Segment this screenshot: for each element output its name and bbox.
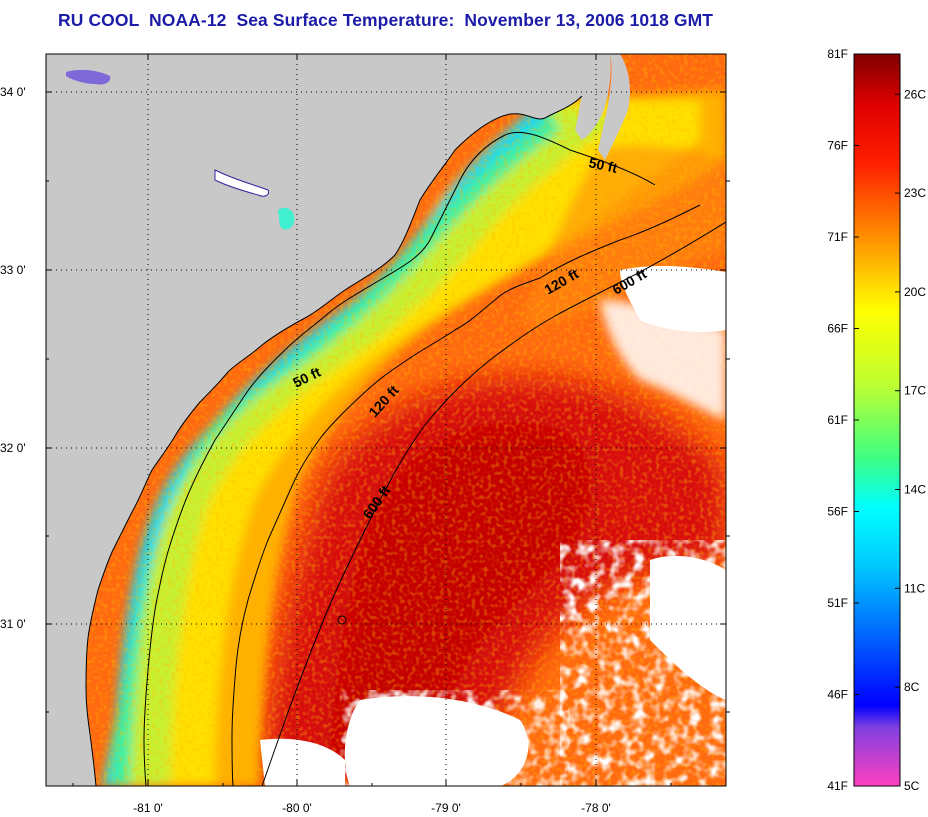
lat-tick-label: 33 0' (0, 263, 26, 277)
colorbar-f-label: 66F (827, 322, 848, 336)
colorbar-c-ticks: 26C 23C 20C 17C 14C 11C 8C 5C (895, 87, 926, 793)
colorbar-f-label: 56F (827, 505, 848, 519)
contour-50ft (143, 131, 656, 786)
cloud-mask (260, 266, 726, 786)
colorbar-f-label: 51F (827, 596, 848, 610)
outer-banks (598, 54, 630, 160)
colorbar-f-label: 76F (827, 139, 848, 153)
map-title: RU COOL NOAA-12 Sea Surface Temperature:… (58, 10, 714, 30)
colorbar-c-label: 23C (904, 186, 926, 200)
colorbar-c-label: 17C (904, 384, 926, 398)
land-mass (46, 54, 586, 786)
colorbar-f-label: 71F (827, 230, 848, 244)
map-frame (45, 53, 727, 787)
lon-tick-label: -81 0' (133, 801, 163, 815)
colorbar-c-label: 11C (904, 581, 925, 595)
colorbar-f-ticks: 81F 76F 71F 66F 61F 56F 51F 46F 41F (827, 47, 859, 793)
coastline (85, 95, 583, 786)
colorbar-c-label: 5C (904, 779, 920, 793)
graticule (46, 54, 726, 786)
lat-tick-label: 31 0' (0, 617, 26, 631)
axis-ticks (46, 54, 730, 786)
colorbar-f-label: 46F (827, 688, 848, 702)
colorbar-f-label: 61F (827, 413, 848, 427)
lake-moultrie (278, 207, 295, 230)
colorbar-c-label: 20C (904, 285, 926, 299)
colorbar-c-label: 8C (904, 680, 920, 694)
colorbar-f-label: 81F (827, 47, 848, 61)
lon-tick-label: -80 0' (282, 801, 312, 815)
lon-tick-label: -79 0' (431, 801, 461, 815)
lon-tick-label: -78 0' (581, 801, 611, 815)
contour-label-50ft-north: 50 ft (587, 154, 619, 176)
sound-land (575, 54, 611, 140)
colorbar-f-label: 41F (827, 779, 848, 793)
contour-600ft (261, 221, 726, 786)
colorbar: 81F 76F 71F 66F 61F 56F 51F 46F 41F 26C 23C 20C 17C… (827, 47, 926, 793)
map-plot-area: 50 ft 120 ft 600 ft 50 ft 120 ft 600 ft (46, 54, 726, 786)
colorbar-c-label: 14C (904, 483, 926, 497)
lat-tick-label: 34 0' (0, 85, 26, 99)
lat-tick-label: 32 0' (0, 441, 26, 455)
contour-120ft (231, 204, 701, 786)
inland-lake (66, 69, 111, 85)
lake-marion (214, 169, 269, 197)
colorbar-c-label: 26C (904, 87, 926, 101)
colorbar-gradient (854, 54, 900, 786)
